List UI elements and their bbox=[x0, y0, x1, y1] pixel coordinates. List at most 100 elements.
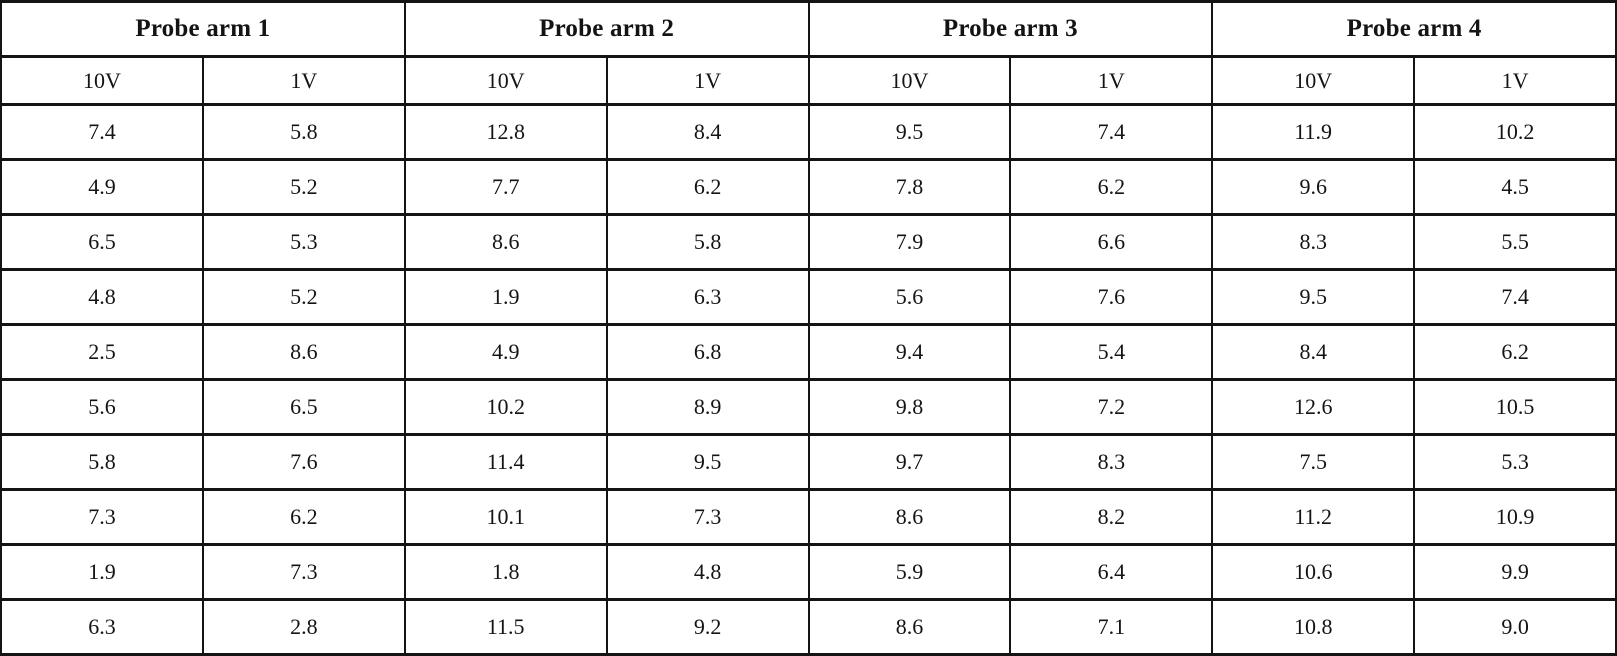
table-cell: 9.5 bbox=[1211, 268, 1416, 326]
subheader-row: 10V 1V 10V 1V 10V 1V 10V 1V bbox=[0, 55, 1617, 106]
group-header-probe-arm-3: Probe arm 3 bbox=[807, 0, 1214, 58]
table-cell: 8.6 bbox=[807, 488, 1012, 546]
table-cell: 5.5 bbox=[1413, 213, 1617, 271]
table-cell: 7.8 bbox=[807, 158, 1012, 216]
table-cell: 6.2 bbox=[201, 488, 406, 546]
group-header-row: Probe arm 1 Probe arm 2 Probe arm 3 Prob… bbox=[0, 0, 1617, 58]
table-cell: 6.6 bbox=[1009, 213, 1214, 271]
subheader-arm2-1v: 1V bbox=[605, 55, 810, 106]
table-cell: 9.0 bbox=[1413, 598, 1617, 656]
table-cell: 6.2 bbox=[605, 158, 810, 216]
table-cell: 1.9 bbox=[0, 543, 204, 601]
table-cell: 11.5 bbox=[403, 598, 608, 656]
table-cell: 5.6 bbox=[0, 378, 204, 436]
table-cell: 9.7 bbox=[807, 433, 1012, 491]
table-cell: 7.3 bbox=[605, 488, 810, 546]
table-row: 6.3 2.8 11.5 9.2 8.6 7.1 10.8 9.0 bbox=[0, 598, 1617, 656]
table-cell: 6.3 bbox=[0, 598, 204, 656]
group-header-probe-arm-4: Probe arm 4 bbox=[1211, 0, 1617, 58]
table-cell: 6.3 bbox=[605, 268, 810, 326]
table-row: 7.3 6.2 10.1 7.3 8.6 8.2 11.2 10.9 bbox=[0, 488, 1617, 546]
table-cell: 7.4 bbox=[1009, 103, 1214, 161]
table-cell: 5.2 bbox=[201, 268, 406, 326]
table-cell: 6.2 bbox=[1413, 323, 1617, 381]
subheader-arm3-10v: 10V bbox=[807, 55, 1012, 106]
table-cell: 8.6 bbox=[201, 323, 406, 381]
table-cell: 8.6 bbox=[403, 213, 608, 271]
table-cell: 8.4 bbox=[605, 103, 810, 161]
table-cell: 7.4 bbox=[1413, 268, 1617, 326]
table-cell: 5.8 bbox=[201, 103, 406, 161]
table-cell: 8.4 bbox=[1211, 323, 1416, 381]
subheader-arm2-10v: 10V bbox=[403, 55, 608, 106]
table-cell: 7.5 bbox=[1211, 433, 1416, 491]
table-cell: 9.5 bbox=[605, 433, 810, 491]
table-header: Probe arm 1 Probe arm 2 Probe arm 3 Prob… bbox=[0, 0, 1617, 106]
table-cell: 11.4 bbox=[403, 433, 608, 491]
table-cell: 9.4 bbox=[807, 323, 1012, 381]
table-cell: 5.9 bbox=[807, 543, 1012, 601]
subheader-arm1-1v: 1V bbox=[201, 55, 406, 106]
table-cell: 7.7 bbox=[403, 158, 608, 216]
table-cell: 12.8 bbox=[403, 103, 608, 161]
table-cell: 5.3 bbox=[1413, 433, 1617, 491]
table-row: 1.9 7.3 1.8 4.8 5.9 6.4 10.6 9.9 bbox=[0, 543, 1617, 601]
table-cell: 1.9 bbox=[403, 268, 608, 326]
table-cell: 8.2 bbox=[1009, 488, 1214, 546]
table-cell: 6.5 bbox=[0, 213, 204, 271]
table-cell: 2.5 bbox=[0, 323, 204, 381]
table-cell: 9.8 bbox=[807, 378, 1012, 436]
table-cell: 9.9 bbox=[1413, 543, 1617, 601]
table-cell: 5.3 bbox=[201, 213, 406, 271]
subheader-arm1-10v: 10V bbox=[0, 55, 204, 106]
table-cell: 10.2 bbox=[403, 378, 608, 436]
table-cell: 9.5 bbox=[807, 103, 1012, 161]
table-cell: 8.6 bbox=[807, 598, 1012, 656]
table-cell: 4.8 bbox=[0, 268, 204, 326]
table-cell: 4.8 bbox=[605, 543, 810, 601]
table-cell: 8.3 bbox=[1211, 213, 1416, 271]
table-cell: 9.2 bbox=[605, 598, 810, 656]
table-row: 4.9 5.2 7.7 6.2 7.8 6.2 9.6 4.5 bbox=[0, 158, 1617, 216]
table-cell: 4.5 bbox=[1413, 158, 1617, 216]
table-row: 5.8 7.6 11.4 9.5 9.7 8.3 7.5 5.3 bbox=[0, 433, 1617, 491]
table-cell: 6.8 bbox=[605, 323, 810, 381]
table-cell: 10.1 bbox=[403, 488, 608, 546]
table-cell: 7.2 bbox=[1009, 378, 1214, 436]
table-cell: 5.4 bbox=[1009, 323, 1214, 381]
table-row: 4.8 5.2 1.9 6.3 5.6 7.6 9.5 7.4 bbox=[0, 268, 1617, 326]
subheader-arm4-10v: 10V bbox=[1211, 55, 1416, 106]
table-cell: 6.2 bbox=[1009, 158, 1214, 216]
table-cell: 7.3 bbox=[201, 543, 406, 601]
table-cell: 7.4 bbox=[0, 103, 204, 161]
table-cell: 5.2 bbox=[201, 158, 406, 216]
table-row: 5.6 6.5 10.2 8.9 9.8 7.2 12.6 10.5 bbox=[0, 378, 1617, 436]
table-row: 6.5 5.3 8.6 5.8 7.9 6.6 8.3 5.5 bbox=[0, 213, 1617, 271]
table-cell: 5.6 bbox=[807, 268, 1012, 326]
table-cell: 11.9 bbox=[1211, 103, 1416, 161]
table-cell: 10.6 bbox=[1211, 543, 1416, 601]
table-cell: 6.4 bbox=[1009, 543, 1214, 601]
group-header-probe-arm-1: Probe arm 1 bbox=[0, 0, 406, 58]
table-cell: 7.9 bbox=[807, 213, 1012, 271]
table-row: 2.5 8.6 4.9 6.8 9.4 5.4 8.4 6.2 bbox=[0, 323, 1617, 381]
table-cell: 6.5 bbox=[201, 378, 406, 436]
table-cell: 5.8 bbox=[605, 213, 810, 271]
table-cell: 7.1 bbox=[1009, 598, 1214, 656]
table-cell: 10.9 bbox=[1413, 488, 1617, 546]
table-cell: 1.8 bbox=[403, 543, 608, 601]
table-cell: 4.9 bbox=[403, 323, 608, 381]
table-cell: 10.2 bbox=[1413, 103, 1617, 161]
table-row: 7.4 5.8 12.8 8.4 9.5 7.4 11.9 10.2 bbox=[0, 103, 1617, 161]
table-cell: 10.8 bbox=[1211, 598, 1416, 656]
table-body: 7.4 5.8 12.8 8.4 9.5 7.4 11.9 10.2 4.9 5.2 7.7 6.2 7… bbox=[0, 103, 1617, 656]
table-cell: 8.9 bbox=[605, 378, 810, 436]
table-cell: 7.6 bbox=[1009, 268, 1214, 326]
table-cell: 4.9 bbox=[0, 158, 204, 216]
table-cell: 7.3 bbox=[0, 488, 204, 546]
table-cell: 12.6 bbox=[1211, 378, 1416, 436]
table-cell: 9.6 bbox=[1211, 158, 1416, 216]
group-header-probe-arm-2: Probe arm 2 bbox=[403, 0, 810, 58]
